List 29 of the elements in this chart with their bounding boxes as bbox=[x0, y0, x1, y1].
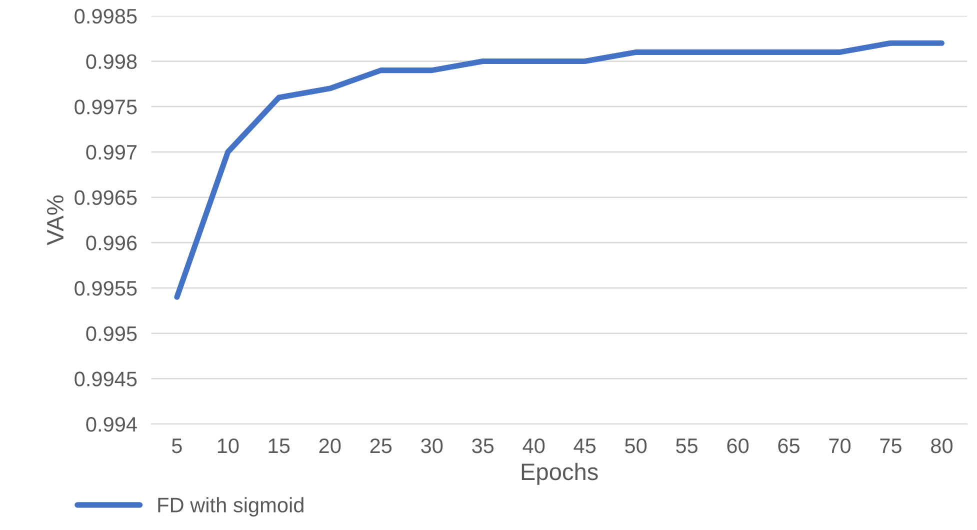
y-tick-label: 0.9985 bbox=[74, 8, 137, 24]
y-tick-label: 0.997 bbox=[86, 144, 137, 160]
x-tick-label: 35 bbox=[472, 438, 494, 454]
x-tick-label: 70 bbox=[829, 438, 851, 454]
x-tick-label: 25 bbox=[370, 438, 392, 454]
x-tick-label: 80 bbox=[931, 438, 953, 454]
x-tick-label: 40 bbox=[522, 438, 545, 454]
y-tick-label: 0.9945 bbox=[74, 372, 137, 386]
y-tick-label: 0.9955 bbox=[74, 280, 137, 296]
x-tick-label: 75 bbox=[880, 438, 902, 454]
x-tick-label: 15 bbox=[268, 438, 290, 454]
y-tick-label: 0.9975 bbox=[74, 100, 137, 114]
x-tick-label: 60 bbox=[727, 438, 749, 454]
y-tick-label: 0.998 bbox=[86, 54, 137, 69]
x-tick-label: 5 bbox=[172, 438, 182, 454]
y-axis-title: VA% bbox=[46, 195, 64, 246]
y-tick-label: 0.994 bbox=[86, 417, 137, 432]
x-tick-label: 50 bbox=[625, 438, 647, 454]
x-tick-label: 10 bbox=[218, 438, 239, 454]
x-tick-label: 30 bbox=[421, 438, 443, 454]
y-tick-label: 0.9965 bbox=[74, 190, 137, 206]
x-tick-label: 55 bbox=[676, 438, 698, 454]
y-tick-label: 0.995 bbox=[86, 326, 137, 342]
x-tick-label: 45 bbox=[574, 438, 596, 454]
x-tick-label: 65 bbox=[778, 438, 800, 454]
x-axis-title: Epochs bbox=[522, 462, 598, 485]
x-tick-label: 20 bbox=[319, 438, 341, 454]
legend-label: FD with sigmoid bbox=[158, 497, 304, 517]
y-tick-label: 0.996 bbox=[86, 236, 137, 250]
